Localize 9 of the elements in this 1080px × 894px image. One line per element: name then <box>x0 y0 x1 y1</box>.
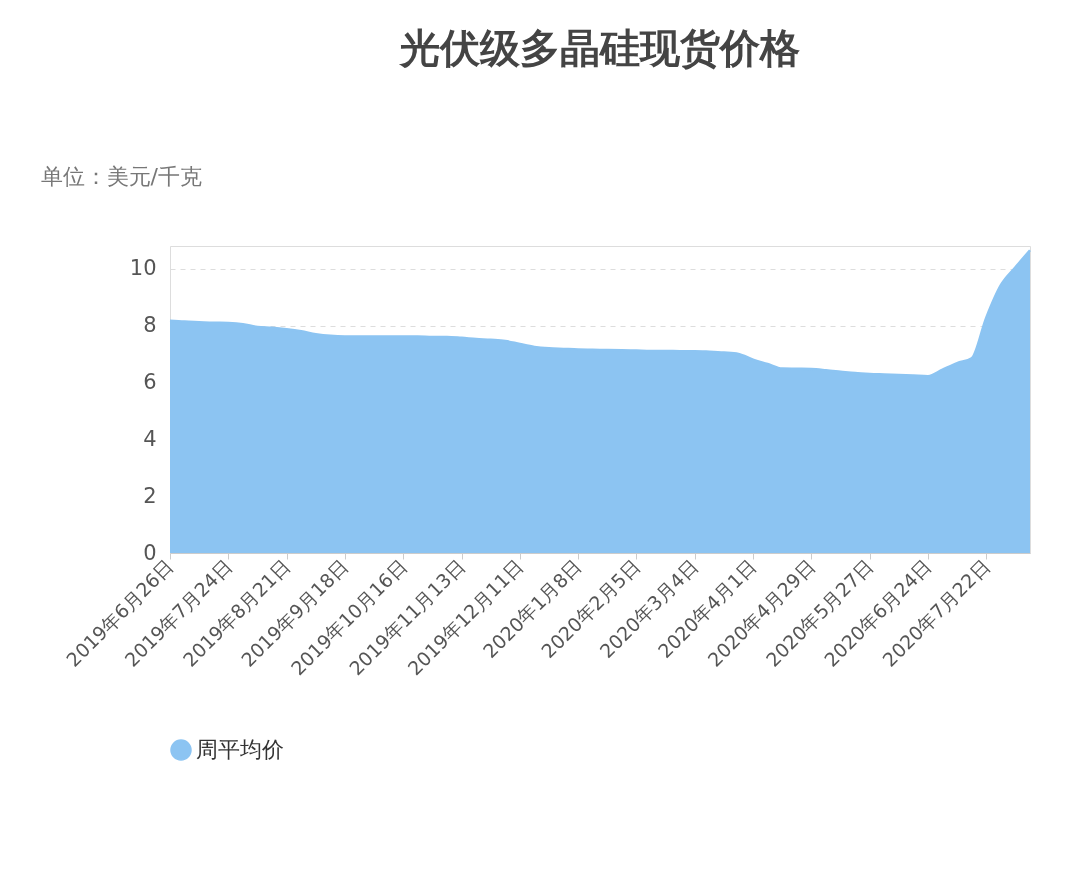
y-tick-label: 4 <box>143 426 157 451</box>
legend-label: 周平均价 <box>196 737 284 762</box>
y-tick-label: 6 <box>143 369 157 394</box>
y-tick-label: 2 <box>143 483 157 508</box>
chart-title: 光伏级多晶硅现货价格 <box>398 25 800 71</box>
y-tick-label: 10 <box>129 256 157 281</box>
y-tick-label: 8 <box>143 313 157 338</box>
y-tick-label: 0 <box>143 540 157 565</box>
y-axis-title: 单位：美元/千克 <box>40 163 202 189</box>
